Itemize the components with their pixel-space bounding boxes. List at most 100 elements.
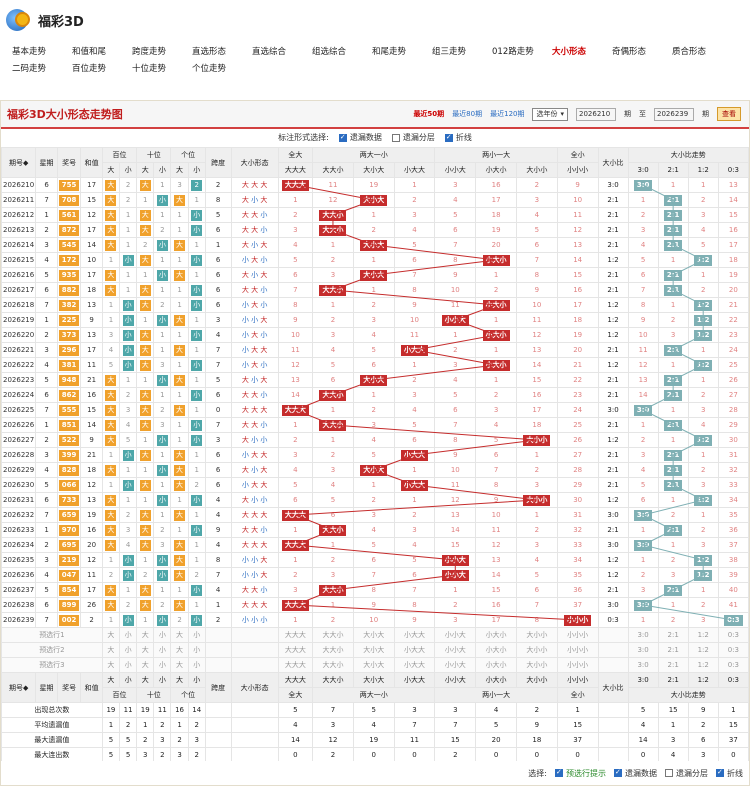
predict-ratio[interactable]: 0:3	[717, 657, 750, 673]
predict-small[interactable]: 小	[118, 657, 138, 673]
predict-big[interactable]: 大	[170, 627, 189, 643]
nav-item-9[interactable]: 大小形态	[552, 47, 587, 57]
predict-big[interactable]: 大	[136, 642, 155, 658]
predict-ratio[interactable]: 2:1	[657, 642, 689, 658]
predict-small[interactable]: 小	[187, 627, 206, 643]
predict-big[interactable]: 大	[136, 657, 155, 673]
predict-shape[interactable]: 大小小	[515, 642, 558, 658]
predict-ratio[interactable]: 1:2	[687, 657, 719, 673]
checkbox-icon[interactable]	[614, 768, 622, 777]
predict-small[interactable]: 小	[187, 657, 206, 673]
predict-big[interactable]: 大	[170, 642, 189, 658]
predict-small[interactable]: 小	[118, 627, 138, 643]
foot-opt-layer[interactable]: 遗漏分层	[665, 768, 708, 779]
predict-shape[interactable]: 大大小	[312, 657, 354, 673]
quick-50[interactable]: 最近50期	[413, 110, 445, 118]
nav-item-2[interactable]: 跨度走势	[132, 47, 167, 57]
checkbox-icon[interactable]	[391, 133, 400, 142]
foot-opt-miss[interactable]: 遗漏数据	[614, 768, 657, 779]
predict-shape[interactable]: 小大大	[393, 642, 436, 658]
predict-ratio[interactable]: 2:1	[657, 627, 689, 643]
predict-shape[interactable]: 小小大	[434, 627, 477, 643]
opt-layer[interactable]: 遗漏分层	[391, 132, 435, 143]
predict-ratio[interactable]: 0:3	[717, 642, 750, 658]
predict-shape[interactable]: 小大大	[393, 627, 436, 643]
pos-mark: 小	[191, 224, 203, 236]
predict-big[interactable]: 大	[136, 627, 155, 643]
year-select[interactable]: 选年份 ▾	[532, 107, 568, 121]
predict-shape[interactable]: 小小大	[434, 657, 477, 673]
predict-ratio[interactable]: 1:2	[687, 642, 719, 658]
predict-shape[interactable]: 大大大	[277, 642, 314, 658]
predict-ratio[interactable]: 3:0	[627, 627, 659, 643]
nav-item-8[interactable]: 012路走势	[492, 47, 534, 57]
predict-shape[interactable]: 大小大	[352, 627, 395, 643]
predict-small[interactable]: 小	[153, 627, 172, 643]
from-issue-input[interactable]: 2026210	[576, 107, 616, 121]
predict-shape[interactable]: 小小小	[556, 642, 599, 658]
foot-opt-predict[interactable]: 预选行提示	[555, 768, 606, 779]
checkbox-icon[interactable]	[338, 133, 347, 142]
predict-shape[interactable]: 小大小	[475, 642, 517, 658]
predict-row[interactable]: 预选行3 大小大小大小大大大 大大小 大小大 小大大 小小大 小大小 大小小 小小小 3:0 2:1…	[1, 657, 750, 673]
predict-ratio[interactable]: 0:3	[717, 627, 750, 643]
quick-80[interactable]: 最近80期	[452, 110, 483, 118]
shape-char: 小	[251, 571, 261, 579]
predict-shape[interactable]: 大小小	[515, 627, 558, 643]
nav-item-10[interactable]: 奇偶形态	[612, 47, 647, 57]
nav-item-0[interactable]: 基本走势	[12, 47, 47, 57]
opt-line[interactable]: 折线	[444, 132, 472, 143]
opt-miss[interactable]: 遗漏数据	[338, 132, 382, 143]
predict-shape[interactable]: 大小大	[352, 657, 395, 673]
predict-ratio[interactable]: 2:1	[657, 657, 689, 673]
shape-char: 大	[251, 541, 261, 549]
predict-shape[interactable]: 大小小	[515, 657, 558, 673]
predict-big[interactable]: 大	[101, 642, 121, 658]
predict-big[interactable]: 大	[101, 657, 121, 673]
predict-shape[interactable]: 小小小	[556, 657, 599, 673]
predict-shape[interactable]: 小大小	[475, 627, 517, 643]
nav-item-4[interactable]: 直选综合	[252, 47, 287, 57]
shape-cell: 2	[352, 492, 395, 508]
nav-item-7[interactable]: 组三走势	[432, 47, 467, 57]
nav-item-11[interactable]: 质合形态	[672, 47, 707, 57]
quick-120[interactable]: 最近120期	[490, 110, 525, 118]
checkbox-icon[interactable]	[716, 768, 724, 777]
predict-row[interactable]: 预选行2 大小大小大小大大大 大大小 大小大 小大大 小小大 小大小 大小小 小小小 3:0 2:1…	[1, 642, 750, 658]
predict-shape[interactable]: 大大小	[312, 627, 354, 643]
foot-opt-line[interactable]: 折线	[716, 768, 743, 779]
nav-item-3[interactable]: 直选形态	[192, 47, 227, 57]
table-row: 2026223 5 948 21 大 1 1 小大 1 5 大 小 大 13 6 大小大 2 4 1 15 22 2…	[0, 372, 750, 388]
nav-item-12[interactable]: 二码走势	[12, 64, 47, 74]
predict-small[interactable]: 小	[153, 642, 172, 658]
predict-shape[interactable]: 大大小	[312, 642, 354, 658]
predict-small[interactable]: 小	[153, 657, 172, 673]
predict-shape[interactable]: 小小大	[434, 642, 477, 658]
predict-ratio[interactable]: 3:0	[627, 657, 659, 673]
predict-small[interactable]: 小	[187, 642, 206, 658]
predict-shape[interactable]: 小大小	[475, 657, 517, 673]
predict-shape[interactable]: 大大大	[277, 657, 314, 673]
predict-shape[interactable]: 大大大	[277, 627, 314, 643]
nav-item-13[interactable]: 百位走势	[72, 64, 107, 74]
predict-shape[interactable]: 大小大	[352, 642, 395, 658]
checkbox-icon[interactable]	[665, 769, 673, 777]
to-issue-input[interactable]: 2026239	[654, 107, 694, 121]
nav-item-15[interactable]: 个位走势	[192, 64, 227, 74]
shape-cell: 9	[434, 267, 477, 283]
nav-item-5[interactable]: 组选综合	[312, 47, 347, 57]
nav-item-14[interactable]: 十位走势	[132, 64, 167, 74]
predict-big[interactable]: 大	[101, 627, 121, 643]
predict-small[interactable]: 小	[118, 642, 138, 658]
checkbox-icon[interactable]	[444, 133, 453, 142]
query-button[interactable]: 查看	[717, 107, 741, 121]
checkbox-icon[interactable]	[555, 768, 563, 777]
predict-big[interactable]: 大	[170, 657, 189, 673]
predict-row[interactable]: 预选行1 大小大小大小大大大 大大小 大小大 小大大 小小大 小大小 大小小 小小小 3:0 2:1…	[1, 627, 750, 643]
predict-ratio[interactable]: 3:0	[627, 642, 659, 658]
nav-item-1[interactable]: 和值和尾	[72, 47, 107, 57]
nav-item-6[interactable]: 和尾走势	[372, 47, 407, 57]
predict-shape[interactable]: 小小小	[556, 627, 599, 643]
predict-shape[interactable]: 小大大	[393, 657, 436, 673]
predict-ratio[interactable]: 1:2	[687, 627, 719, 643]
